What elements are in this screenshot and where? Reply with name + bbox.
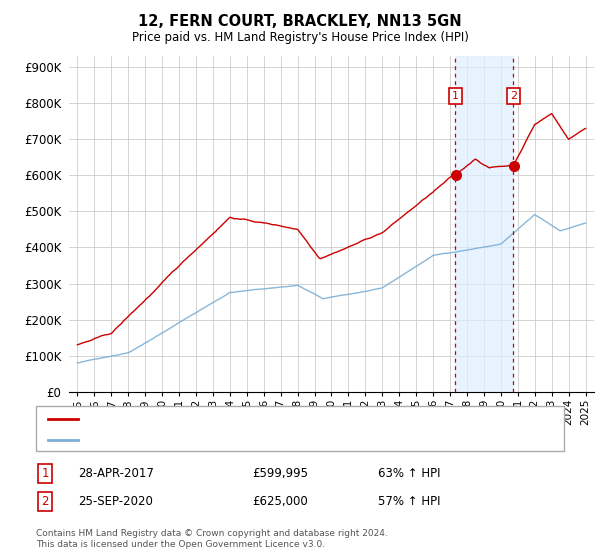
Text: 2: 2 (509, 91, 517, 101)
Text: 25-SEP-2020: 25-SEP-2020 (78, 494, 153, 508)
Text: 1: 1 (452, 91, 459, 101)
Text: 2: 2 (41, 494, 49, 508)
Text: £599,995: £599,995 (252, 466, 308, 480)
Text: 28-APR-2017: 28-APR-2017 (78, 466, 154, 480)
Text: HPI: Average price, detached house, West Northamptonshire: HPI: Average price, detached house, West… (84, 435, 416, 445)
Text: 63% ↑ HPI: 63% ↑ HPI (378, 466, 440, 480)
Bar (455, 56, 513, 392)
Text: Price paid vs. HM Land Registry's House Price Index (HPI): Price paid vs. HM Land Registry's House … (131, 31, 469, 44)
Text: £625,000: £625,000 (252, 494, 308, 508)
Text: 57% ↑ HPI: 57% ↑ HPI (378, 494, 440, 508)
Text: 12, FERN COURT, BRACKLEY, NN13 5GN: 12, FERN COURT, BRACKLEY, NN13 5GN (138, 14, 462, 29)
Text: 1: 1 (41, 466, 49, 480)
Text: 12, FERN COURT, BRACKLEY, NN13 5GN (detached house): 12, FERN COURT, BRACKLEY, NN13 5GN (deta… (84, 413, 402, 423)
Text: Contains HM Land Registry data © Crown copyright and database right 2024.
This d: Contains HM Land Registry data © Crown c… (36, 529, 388, 549)
